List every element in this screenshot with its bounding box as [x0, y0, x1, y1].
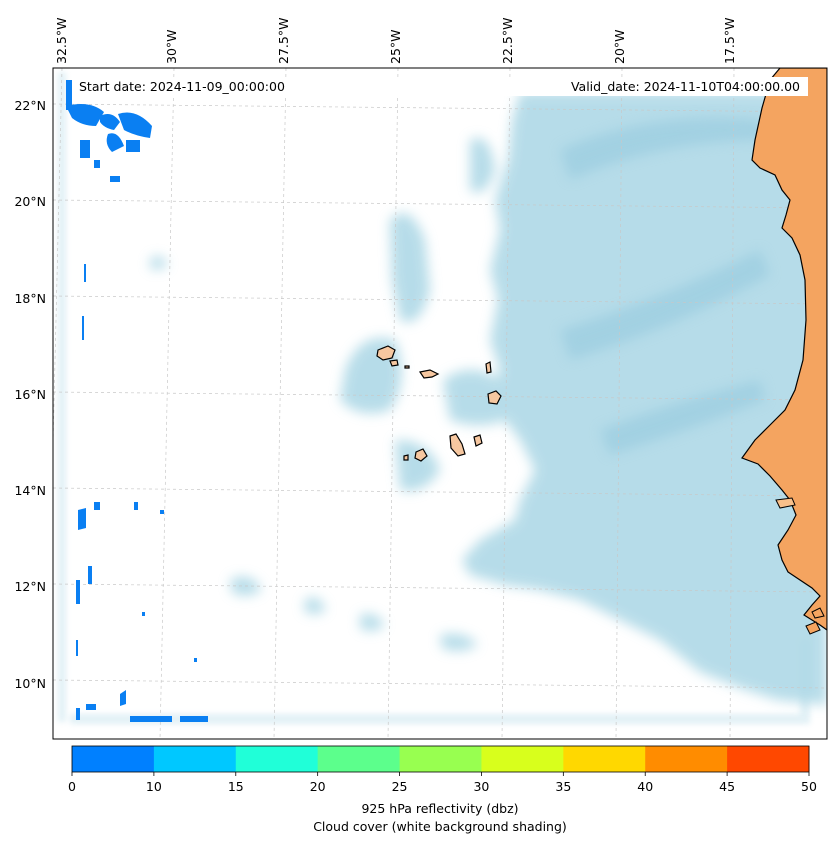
reflectivity-contours — [66, 80, 208, 722]
latitude-labels: 22°N 20°N 18°N 16°N 14°N 12°N 10°N — [14, 98, 46, 691]
colorbar-tick-label: 25 — [392, 779, 408, 794]
colorbar-tick-label: 30 — [473, 779, 489, 794]
lon-label: 25°W — [388, 29, 403, 64]
island-sao-vicente — [389, 359, 399, 367]
cloud-streaks — [560, 118, 770, 455]
cape-verde-islands — [376, 345, 502, 462]
colorbar-tick-label: 10 — [146, 779, 162, 794]
colorbar-label-cloud-cover: Cloud cover (white background shading) — [313, 819, 567, 834]
lat-label: 22°N — [14, 98, 46, 113]
lon-label: 20°W — [612, 29, 627, 64]
gridline-lon-27-5 — [273, 68, 287, 739]
map-panel: Start date: 2024-11-09_00:00:00 Valid_da… — [53, 68, 827, 739]
colorbar-frame — [71, 745, 810, 773]
island-sal — [485, 361, 492, 374]
colorbar-swatch — [481, 746, 564, 772]
island-brava — [403, 454, 409, 461]
island-boa-vista — [487, 390, 502, 405]
colorbar-tick-label: 45 — [719, 779, 735, 794]
island-santa-luzia — [404, 365, 410, 369]
colorbar-tick-label: 0 — [68, 779, 76, 794]
lat-label: 10°N — [14, 676, 46, 691]
africa-coastline — [741, 68, 827, 631]
map-frame — [52, 67, 828, 740]
start-date-text: Start date: 2024-11-09_00:00:00 — [79, 79, 285, 94]
colorbar-swatch — [645, 746, 728, 772]
colorbar-swatch — [563, 746, 646, 772]
date-banner — [74, 77, 808, 96]
lat-label: 20°N — [14, 194, 46, 209]
colorbar-swatch — [72, 746, 155, 772]
valid-date-text: Valid_date: 2024-11-10T04:00:00.00 — [571, 79, 800, 94]
colorbar-swatch — [399, 746, 482, 772]
colorbar-tick-label: 50 — [801, 779, 817, 794]
island-santiago — [449, 433, 466, 457]
lon-label: 30°W — [164, 29, 179, 64]
gridline-lon-17-5 — [729, 68, 735, 739]
lat-label: 18°N — [14, 291, 46, 306]
colorbar: 0 10 15 20 25 30 35 40 45 50 925 hPa reflectivity… — [68, 745, 817, 834]
lat-label: 14°N — [14, 483, 46, 498]
colorbar-tick-label: 40 — [637, 779, 653, 794]
colorbar-swatches — [72, 746, 810, 772]
colorbar-swatch — [235, 746, 319, 772]
colorbar-tick-label: 35 — [555, 779, 571, 794]
colorbar-swatch — [317, 746, 401, 772]
colorbar-ticks: 0 10 15 20 25 30 35 40 45 50 — [68, 772, 817, 794]
colorbar-tick-label: 15 — [228, 779, 244, 794]
lon-label: 32.5°W — [54, 18, 69, 64]
lon-label: 22.5°W — [500, 18, 515, 64]
colorbar-swatch — [153, 746, 237, 772]
senegal-river-notch — [775, 497, 796, 509]
lon-label: 17.5°W — [722, 18, 737, 64]
colorbar-swatch — [727, 746, 810, 772]
island-fogo — [414, 448, 428, 462]
lon-label: 27.5°W — [276, 18, 291, 64]
island-maio — [473, 434, 483, 447]
colorbar-tick-label: 20 — [310, 779, 326, 794]
lat-label: 12°N — [14, 579, 46, 594]
lat-label: 16°N — [14, 387, 46, 402]
bissagos-islands — [805, 607, 825, 635]
island-sao-nicolau — [419, 369, 440, 379]
gridline-lon-30 — [159, 68, 175, 739]
gridline-lon-25 — [387, 68, 399, 739]
gridline-lon-20 — [615, 68, 623, 739]
cloud-cover-shading — [150, 92, 827, 705]
graticule — [53, 68, 827, 739]
island-santo-antao — [376, 345, 396, 361]
gridline-lon-22-5 — [501, 68, 511, 739]
colorbar-label-reflectivity: 925 hPa reflectivity (dbz) — [361, 801, 518, 816]
longitude-labels: 32.5°W 30°W 27.5°W 25°W 22.5°W 20°W 17.5… — [54, 18, 737, 64]
